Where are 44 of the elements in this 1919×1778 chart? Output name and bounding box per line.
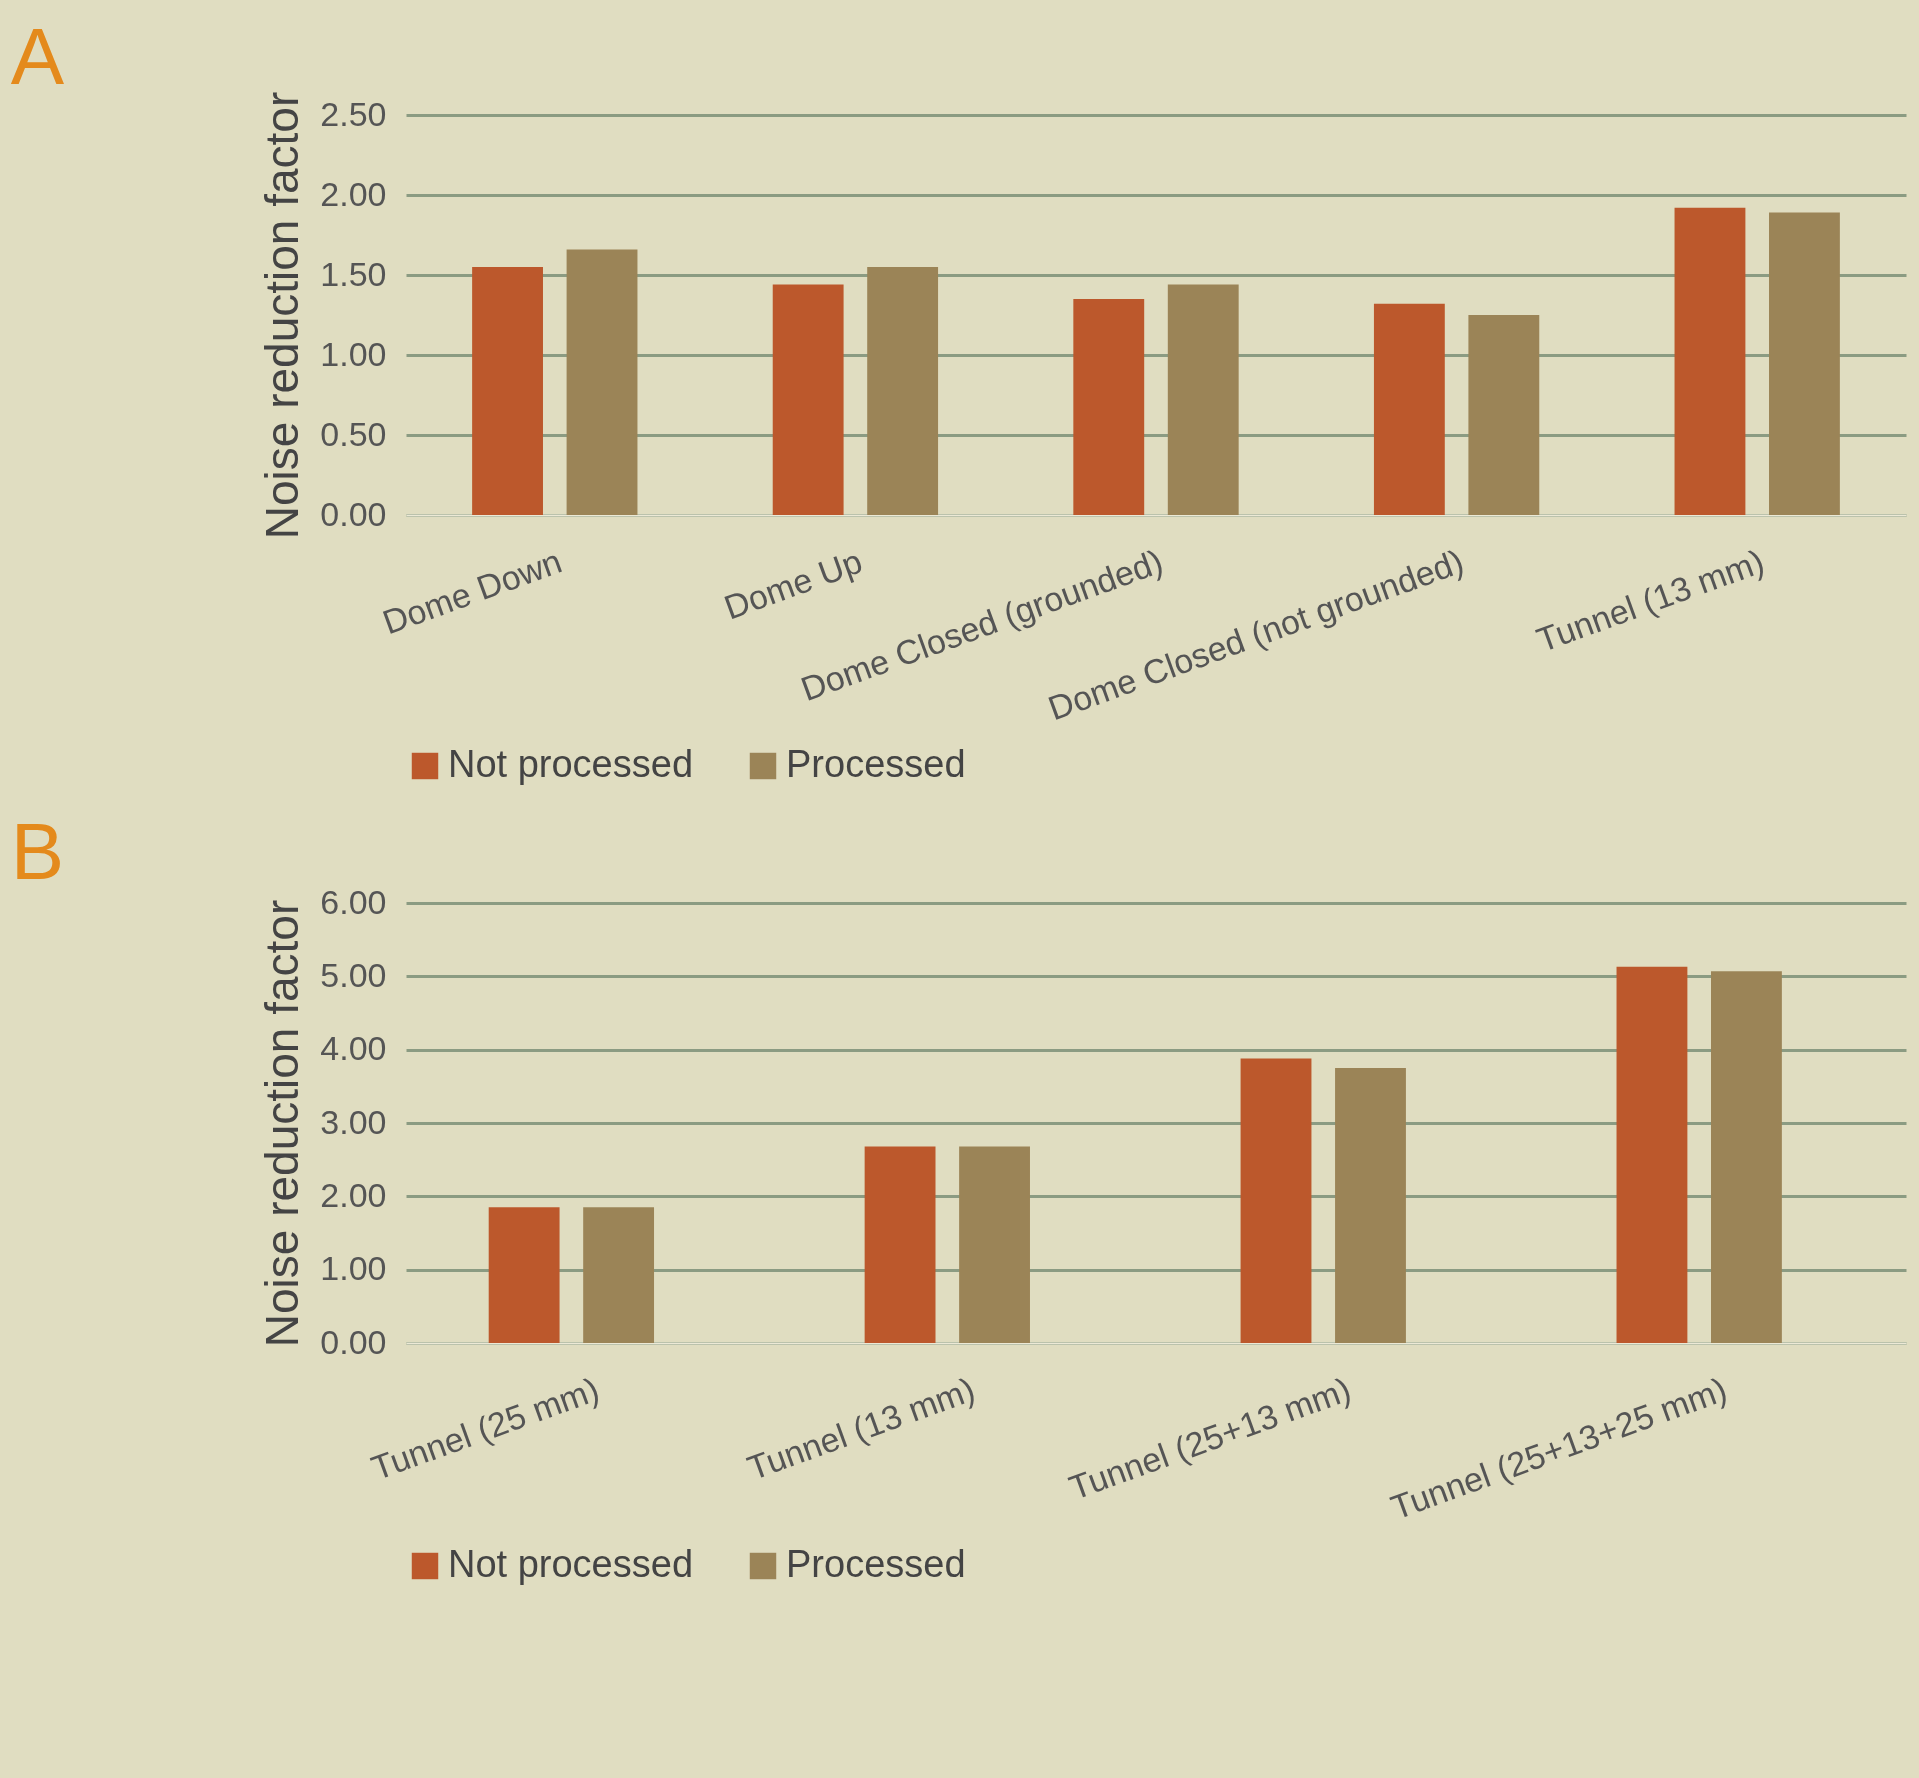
bar	[1240, 1058, 1312, 1343]
legend-label: Processed	[786, 743, 966, 785]
chart-title: A	[10, 12, 65, 102]
bar	[772, 284, 844, 515]
bar	[1711, 971, 1782, 1343]
x-tick-label: Dome Up	[719, 541, 868, 627]
bar	[1769, 212, 1840, 515]
chart-title: B	[10, 807, 65, 896]
y-tick-label: 4.00	[320, 1029, 387, 1068]
y-tick-label: 5.00	[320, 955, 387, 994]
y-tick-label: 2.00	[320, 1175, 387, 1214]
bar	[566, 249, 638, 515]
bar	[867, 267, 939, 515]
bar	[1373, 303, 1445, 515]
bar	[583, 1207, 655, 1343]
y-tick-label: 2.50	[320, 94, 387, 133]
bar	[1167, 284, 1239, 515]
bar	[1674, 207, 1746, 515]
y-tick-label: 0.00	[320, 1322, 387, 1361]
y-tick-label: 3.00	[320, 1102, 387, 1141]
y-axis-title: Noise reduction factor	[256, 91, 309, 540]
legend-label: Not processed	[448, 743, 694, 785]
y-tick-label: 1.00	[320, 334, 387, 373]
y-tick-label: 0.00	[320, 494, 387, 533]
y-axis-title: Noise reduction factor	[256, 899, 309, 1348]
x-tick-label: Tunnel (13 mm)	[742, 1369, 980, 1488]
x-tick-label: Dome Down	[377, 541, 567, 642]
bar	[1073, 299, 1145, 515]
legend-label: Processed	[786, 1543, 966, 1585]
bar	[1616, 966, 1688, 1343]
x-tick-label: Tunnel (13 mm)	[1531, 541, 1769, 660]
x-tick-label: Tunnel (25 mm)	[366, 1369, 604, 1488]
y-tick-label: 0.50	[320, 414, 387, 453]
y-tick-label: 2.00	[320, 174, 387, 213]
y-tick-label: 1.00	[320, 1249, 387, 1288]
bar	[488, 1207, 560, 1343]
bar	[959, 1146, 1030, 1343]
bar	[1335, 1068, 1406, 1343]
bar	[864, 1146, 936, 1343]
y-tick-label: 1.50	[320, 254, 387, 293]
bar	[1468, 315, 1540, 515]
y-tick-label: 6.00	[320, 882, 387, 921]
bar	[472, 267, 543, 515]
legend-label: Not processed	[448, 1543, 694, 1585]
